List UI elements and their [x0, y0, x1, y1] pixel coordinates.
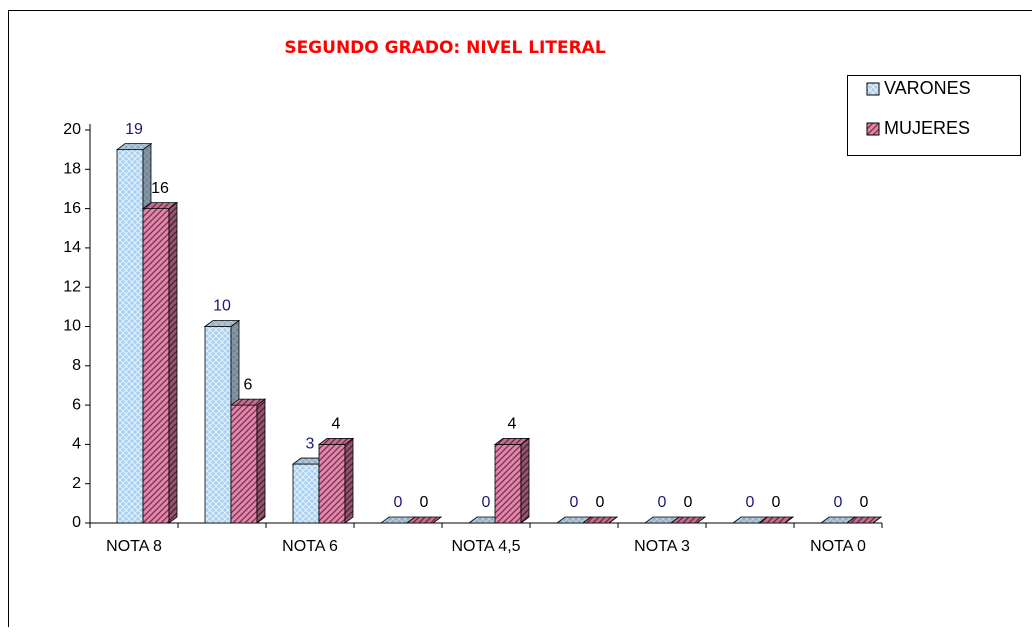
- bar-side-shade: [345, 438, 353, 523]
- y-tick-label: 8: [72, 357, 81, 374]
- bar-side-shade: [257, 399, 265, 523]
- data-label: 6: [244, 376, 253, 393]
- y-tick-label: 18: [63, 161, 81, 178]
- data-label: 0: [596, 494, 605, 511]
- data-label: 4: [508, 416, 517, 433]
- x-tick-label: NOTA 4,5: [451, 538, 520, 555]
- legend-swatch: [867, 123, 879, 135]
- legend-label: MUJERES: [884, 118, 970, 138]
- y-tick-label: 6: [72, 396, 81, 413]
- bar: [495, 438, 529, 523]
- x-tick-label: NOTA 8: [106, 538, 162, 555]
- data-label: 0: [570, 494, 579, 511]
- data-label: 16: [151, 180, 169, 197]
- data-label: 0: [860, 494, 869, 511]
- bar-front: [495, 444, 521, 523]
- bar-front: [205, 327, 231, 524]
- y-tick-label: 20: [63, 121, 81, 138]
- y-tick-label: 0: [72, 514, 81, 531]
- y-tick-label: 4: [72, 436, 81, 453]
- data-label: 0: [772, 494, 781, 511]
- bar: [319, 438, 353, 523]
- x-tick-label: NOTA 0: [810, 538, 866, 555]
- bar-front: [143, 209, 169, 523]
- data-label: 19: [125, 121, 143, 138]
- x-tick-label: NOTA 3: [634, 538, 690, 555]
- bar: [231, 399, 265, 523]
- data-label: 0: [394, 494, 403, 511]
- bar-front: [293, 464, 319, 523]
- y-tick-label: 12: [63, 278, 81, 295]
- y-tick-label: 2: [72, 475, 81, 492]
- bar-side-shade: [169, 203, 177, 523]
- data-label: 0: [658, 494, 667, 511]
- chart-title: SEGUNDO GRADO: NIVEL LITERAL: [284, 38, 605, 58]
- data-label: 0: [420, 494, 429, 511]
- y-tick-label: 16: [63, 200, 81, 217]
- x-tick-label: NOTA 6: [282, 538, 338, 555]
- bar-side-shade: [521, 438, 529, 523]
- bar: [143, 203, 177, 523]
- data-label: 3: [306, 435, 315, 452]
- data-label: 10: [213, 298, 231, 315]
- data-label: 0: [684, 494, 693, 511]
- bar-front: [319, 444, 345, 523]
- y-tick-label: 10: [63, 318, 81, 335]
- data-label: 0: [482, 494, 491, 511]
- legend-swatch: [867, 83, 879, 95]
- legend-label: VARONES: [884, 78, 971, 98]
- data-label: 4: [332, 416, 341, 433]
- y-tick-label: 14: [63, 239, 81, 256]
- bar-front: [231, 405, 257, 523]
- data-label: 0: [746, 494, 755, 511]
- bar-front: [117, 150, 143, 523]
- data-label: 0: [834, 494, 843, 511]
